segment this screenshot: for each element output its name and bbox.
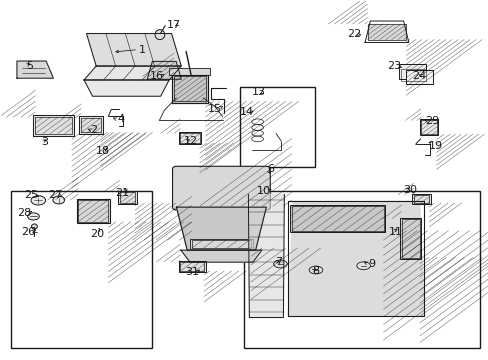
Bar: [189, 239, 252, 249]
Polygon shape: [79, 116, 102, 134]
Bar: [78, 200, 108, 222]
Bar: [118, 191, 136, 204]
Bar: [244, 191, 479, 348]
Bar: [35, 117, 72, 134]
Bar: [77, 199, 110, 223]
Polygon shape: [147, 62, 181, 79]
Bar: [191, 240, 250, 248]
Ellipse shape: [155, 30, 164, 40]
Bar: [405, 70, 432, 84]
Bar: [400, 68, 425, 81]
Text: 19: 19: [427, 141, 442, 151]
Text: 4: 4: [117, 114, 124, 124]
Bar: [179, 132, 201, 144]
Text: 22: 22: [346, 29, 361, 39]
Text: 25: 25: [24, 190, 39, 200]
Polygon shape: [287, 202, 424, 316]
Text: 13: 13: [252, 87, 265, 98]
Polygon shape: [176, 207, 266, 250]
Polygon shape: [86, 33, 181, 66]
Text: 6: 6: [267, 164, 274, 174]
Text: 7: 7: [274, 257, 282, 267]
Text: 21: 21: [115, 188, 129, 198]
Text: 18: 18: [95, 147, 109, 157]
Ellipse shape: [31, 224, 37, 229]
Bar: [399, 217, 421, 258]
Polygon shape: [84, 80, 169, 96]
Text: 8: 8: [312, 266, 319, 276]
FancyBboxPatch shape: [172, 166, 270, 210]
Ellipse shape: [308, 266, 322, 274]
Bar: [169, 68, 210, 75]
Text: 2: 2: [90, 125, 97, 135]
Bar: [11, 191, 152, 348]
Text: 5: 5: [26, 61, 33, 71]
Text: 17: 17: [166, 19, 181, 30]
Ellipse shape: [273, 260, 287, 268]
Polygon shape: [84, 66, 181, 80]
Polygon shape: [33, 115, 74, 136]
Text: 3: 3: [41, 138, 48, 148]
Bar: [420, 120, 436, 134]
Text: 14: 14: [240, 107, 253, 117]
Text: 9: 9: [367, 259, 375, 269]
Bar: [411, 194, 430, 204]
Bar: [180, 133, 200, 143]
Text: 15: 15: [208, 104, 222, 113]
Polygon shape: [17, 61, 53, 78]
Text: 31: 31: [185, 267, 199, 277]
Bar: [367, 24, 406, 40]
Bar: [239, 87, 314, 167]
Ellipse shape: [356, 262, 370, 270]
Bar: [413, 195, 428, 203]
Ellipse shape: [31, 196, 45, 205]
Text: 28: 28: [18, 208, 32, 218]
Bar: [180, 262, 203, 271]
Text: 12: 12: [183, 136, 198, 146]
Text: 26: 26: [21, 227, 36, 237]
Bar: [289, 205, 384, 232]
Bar: [179, 261, 205, 272]
Bar: [401, 219, 419, 257]
Ellipse shape: [28, 213, 39, 220]
Text: 10: 10: [256, 186, 270, 196]
Text: 11: 11: [388, 227, 403, 237]
Text: 23: 23: [386, 61, 401, 71]
Bar: [398, 64, 425, 78]
Bar: [119, 192, 135, 203]
Text: 27: 27: [48, 190, 62, 200]
Bar: [174, 76, 205, 102]
Text: 30: 30: [402, 185, 416, 195]
Text: 1: 1: [139, 45, 145, 55]
Polygon shape: [171, 75, 207, 103]
Bar: [291, 206, 383, 231]
Text: 20: 20: [90, 229, 104, 239]
Bar: [419, 119, 437, 135]
Text: 29: 29: [424, 116, 438, 126]
Bar: [81, 118, 101, 132]
Text: 24: 24: [411, 71, 426, 81]
Polygon shape: [248, 194, 284, 318]
Polygon shape: [181, 250, 262, 262]
Text: 16: 16: [150, 71, 163, 81]
Ellipse shape: [53, 196, 64, 204]
